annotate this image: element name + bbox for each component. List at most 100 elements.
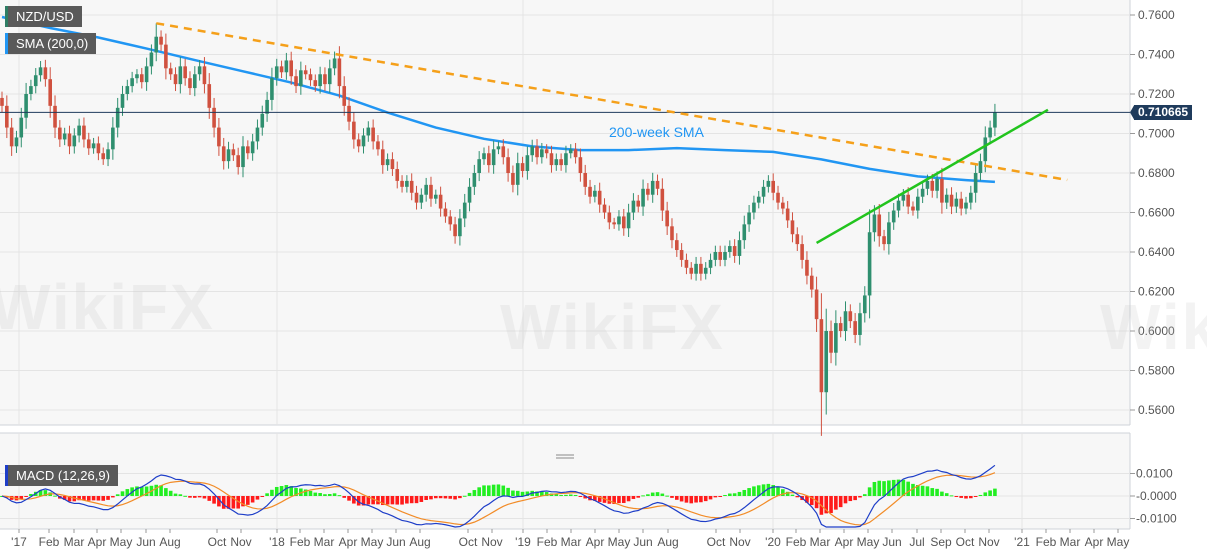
macd-histogram-bar [920,485,925,496]
time-tick-label: Apr [339,535,358,549]
candle [554,153,559,171]
time-tick-label: Jun [386,535,405,549]
sma-annotation: 200-week SMA [609,124,704,140]
candle-body [636,200,641,207]
candle [111,117,115,160]
candle [212,97,216,138]
candle-body [207,84,212,108]
candle-body [289,60,293,77]
candle [24,82,28,129]
macd-histogram-bar [424,496,428,500]
candle [756,190,761,209]
macd-tick-label: -0.0000 [1136,489,1177,503]
candle [5,95,9,139]
sma-layer [1,15,995,184]
candle-body [506,157,510,173]
macd-histogram-bar [178,494,183,496]
candle [829,320,833,364]
macd-histogram-bar [197,496,202,498]
candle-body [72,135,77,147]
sma-legend[interactable]: SMA (200,0) [5,33,97,54]
candle-body [327,68,332,85]
candle [800,235,804,269]
pane-resize-handle[interactable] [556,454,574,459]
price-tick-label: 0.7600 [1138,8,1175,22]
candle-body [593,190,597,197]
macd-histogram-bar [111,496,115,498]
macd-histogram-bar [626,496,631,502]
candle-body [689,267,694,274]
time-tick-label: '18 [269,535,285,549]
macd-histogram-bar [515,490,520,496]
candle-body [429,184,433,199]
candle [776,185,780,210]
candle-body [877,214,882,237]
candle-body [96,143,101,154]
candle [477,151,481,182]
time-tick-label: Apr [88,535,107,549]
candle [872,205,877,242]
candle [858,302,862,346]
candle-body [858,313,862,335]
candle-body [867,232,872,296]
candle [91,137,96,154]
candle-body [274,66,279,79]
macd-histogram-bar [193,496,197,498]
macd-histogram-bar [964,496,968,499]
macd-histogram-bar [429,496,433,500]
macd-histogram-bar [525,491,530,496]
candle-body [212,107,216,128]
macd-tick-label: 0.0100 [1136,467,1173,481]
candle [342,76,347,116]
candle-body [891,210,896,223]
candle [684,253,689,275]
candle [911,201,915,216]
candle-body [477,159,481,173]
macd-histogram-bar [43,490,48,496]
candle [482,147,486,165]
symbol-legend[interactable]: NZD/USD [5,6,82,27]
candle [284,52,289,80]
candle [289,51,293,85]
macd-legend[interactable]: MACD (12,26,9) [5,465,118,486]
candle-body [993,112,997,128]
candle-body [964,202,968,209]
candle [795,227,800,252]
candle-body [843,311,848,331]
candle-body [940,178,944,203]
candle-body [920,188,925,197]
candle [785,201,790,228]
macd-histogram-bar [723,494,727,496]
macd-histogram-bar [564,494,568,496]
candle [207,73,212,119]
macd-histogram-bar [872,481,877,496]
candle [916,188,920,219]
macd-histogram-bar [400,496,404,505]
candle-body [467,186,472,203]
macd-histogram-bar [708,496,713,500]
candle-body [125,86,130,94]
candle-body [785,208,790,221]
candle-body [829,331,833,353]
candle [626,203,631,237]
current-price-label: 0.710665 [1134,105,1193,120]
candle-body [313,80,318,87]
candle-body [983,137,988,162]
macd-histogram-bar [790,494,795,496]
time-tick-label: Nov [729,535,750,549]
candle [419,188,424,209]
candle [371,119,375,150]
macd-pane[interactable] [0,433,1130,529]
candle [77,118,81,143]
macd-histogram-bar [675,496,679,500]
candle-body [135,74,139,79]
sma-200-line [1,15,995,184]
price-tick-label: 0.7200 [1138,87,1175,101]
candle-body [935,178,939,191]
candle [144,57,149,91]
macd-signal-line [1,472,996,526]
time-tick-label: Feb [1036,535,1057,549]
candle-body [665,210,669,227]
price-tick-label: 0.6400 [1138,245,1175,259]
